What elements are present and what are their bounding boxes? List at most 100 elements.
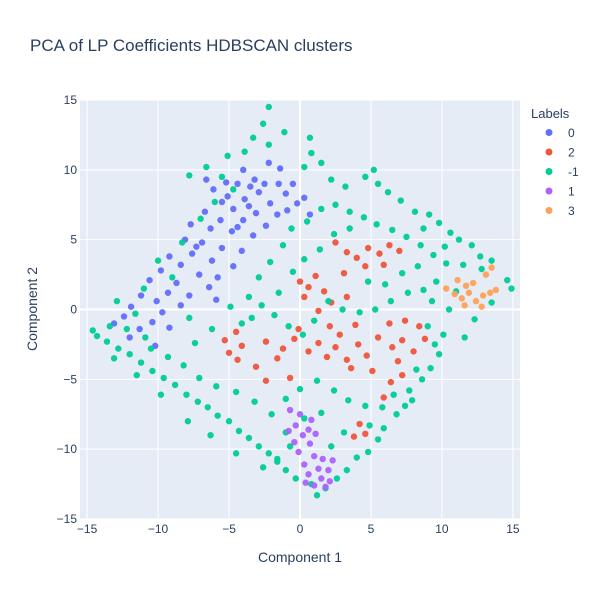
data-point-0 xyxy=(149,318,156,326)
data-point--1 xyxy=(133,371,140,379)
data-point-0 xyxy=(245,202,253,210)
data-point-2 xyxy=(389,344,396,351)
data-point-2 xyxy=(305,283,312,291)
data-point-3 xyxy=(472,297,480,305)
data-point--1 xyxy=(213,383,220,390)
data-point--1 xyxy=(157,391,165,398)
data-point--1 xyxy=(259,120,267,127)
data-point--1 xyxy=(478,265,485,273)
data-point--1 xyxy=(225,418,233,425)
data-point-0 xyxy=(234,180,241,187)
data-point-0 xyxy=(284,207,291,214)
data-point--1 xyxy=(255,274,263,281)
data-point--1 xyxy=(330,230,338,238)
data-point--1 xyxy=(232,450,240,457)
data-point-1 xyxy=(318,475,325,482)
data-point--1 xyxy=(235,427,243,435)
x-axis-ticks: −15 −10 −5 0 5 10 15 xyxy=(77,522,520,536)
data-point-2 xyxy=(312,272,319,280)
data-point--1 xyxy=(433,278,440,285)
data-point-3 xyxy=(442,285,450,292)
data-point-1 xyxy=(299,432,307,439)
data-point--1 xyxy=(397,197,404,204)
data-point-0 xyxy=(224,193,231,200)
data-point--1 xyxy=(137,359,145,366)
data-point--1 xyxy=(427,364,434,372)
data-point-0 xyxy=(166,324,173,331)
data-point-3 xyxy=(492,286,500,294)
data-point--1 xyxy=(401,402,409,410)
data-point--1 xyxy=(379,404,386,411)
data-point--1 xyxy=(384,188,392,196)
data-point--1 xyxy=(340,429,348,436)
data-point--1 xyxy=(230,186,237,193)
data-point--1 xyxy=(330,387,338,394)
data-point--1 xyxy=(301,415,308,422)
data-point--1 xyxy=(398,269,406,277)
data-point-2 xyxy=(380,394,387,401)
x-tick-label: −10 xyxy=(148,522,169,536)
data-point--1 xyxy=(211,198,219,206)
data-point-2 xyxy=(296,278,304,285)
data-point--1 xyxy=(258,302,265,309)
data-point-2 xyxy=(343,293,351,301)
data-point--1 xyxy=(178,239,186,246)
data-point-0 xyxy=(177,302,184,309)
data-point--1 xyxy=(214,412,221,419)
data-point--1 xyxy=(142,334,149,341)
chart-title: PCA of LP Coefficients HDBSCAN clusters xyxy=(30,36,353,55)
data-point-2 xyxy=(279,345,287,352)
data-point--1 xyxy=(346,208,353,215)
data-point-0 xyxy=(234,223,241,231)
data-point-0 xyxy=(137,292,145,299)
data-point--1 xyxy=(414,263,422,270)
data-point--1 xyxy=(373,221,380,228)
legend-title: Labels xyxy=(531,106,570,121)
data-point-3 xyxy=(478,303,485,310)
data-point--1 xyxy=(364,278,372,285)
y-tick-label: 15 xyxy=(64,93,78,107)
data-point--1 xyxy=(186,314,193,322)
data-point--1 xyxy=(308,149,315,157)
data-point-2 xyxy=(320,288,328,295)
y-tick-label: 10 xyxy=(64,163,78,177)
data-point--1 xyxy=(418,376,426,383)
data-point-0 xyxy=(207,225,214,232)
data-point--1 xyxy=(113,297,121,305)
data-point--1 xyxy=(196,374,203,382)
data-point-0 xyxy=(201,208,209,215)
data-point-2 xyxy=(332,239,339,246)
data-point--1 xyxy=(126,350,133,358)
data-point--1 xyxy=(488,257,495,264)
data-point-0 xyxy=(166,253,173,260)
data-point-3 xyxy=(479,292,487,299)
data-point--1 xyxy=(93,332,101,340)
data-point--1 xyxy=(316,246,324,253)
data-point-2 xyxy=(356,420,363,428)
data-point--1 xyxy=(425,211,433,218)
data-point--1 xyxy=(227,303,234,310)
data-point--1 xyxy=(430,251,437,259)
data-point-2 xyxy=(352,321,359,329)
x-tick-label: 15 xyxy=(506,522,520,536)
data-point--1 xyxy=(508,285,515,292)
data-point-0 xyxy=(164,289,172,296)
data-point-0 xyxy=(208,257,216,264)
data-point-2 xyxy=(364,244,372,252)
data-point--1 xyxy=(147,345,155,352)
data-point-2 xyxy=(354,341,362,348)
x-axis-title: Component 1 xyxy=(258,549,342,565)
data-point--1 xyxy=(288,225,295,232)
data-point--1 xyxy=(440,331,447,338)
data-point-0 xyxy=(301,194,308,201)
data-point--1 xyxy=(447,229,454,236)
data-point--1 xyxy=(435,219,443,227)
data-point--1 xyxy=(413,366,420,373)
data-point-2 xyxy=(394,357,402,365)
data-point--1 xyxy=(248,314,255,322)
data-point-0 xyxy=(262,222,270,229)
data-point--1 xyxy=(132,310,139,317)
data-point-0 xyxy=(217,216,224,224)
data-point-3 xyxy=(469,279,477,287)
